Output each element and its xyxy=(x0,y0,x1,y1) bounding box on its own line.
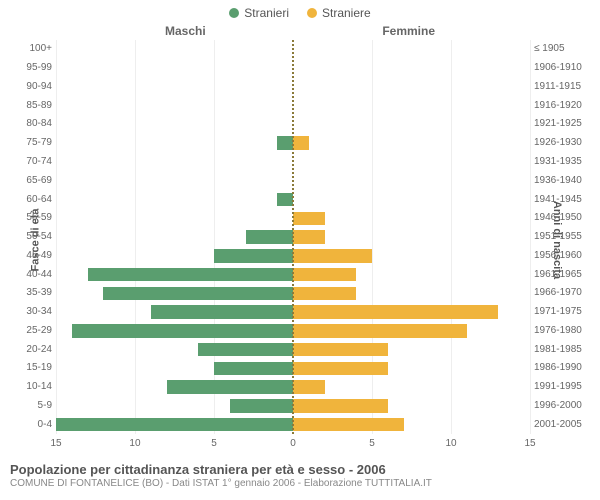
bar-female xyxy=(293,249,372,263)
birth-year-label: 1981-1985 xyxy=(534,345,592,355)
x-tick-label: 15 xyxy=(524,438,535,449)
age-label: 60-64 xyxy=(14,195,52,205)
age-label: 55-59 xyxy=(14,213,52,223)
bar-male xyxy=(151,305,293,319)
birth-year-label: 1926-1930 xyxy=(534,138,592,148)
bar-male xyxy=(246,230,293,244)
age-label: 100+ xyxy=(14,44,52,54)
age-label: 70-74 xyxy=(14,157,52,167)
bar-female xyxy=(293,418,404,432)
bar-male xyxy=(167,380,293,394)
caption-title: Popolazione per cittadinanza straniera p… xyxy=(10,462,590,477)
birth-year-label: 1966-1970 xyxy=(534,288,592,298)
x-tick-label: 5 xyxy=(211,438,217,449)
age-label: 0-4 xyxy=(14,420,52,430)
age-label: 35-39 xyxy=(14,288,52,298)
legend: Stranieri Straniere xyxy=(0,0,600,22)
legend-dot-male-icon xyxy=(229,8,239,18)
bar-female xyxy=(293,136,309,150)
x-tick-label: 10 xyxy=(445,438,456,449)
age-label: 75-79 xyxy=(14,138,52,148)
age-label: 10-14 xyxy=(14,382,52,392)
age-label: 80-84 xyxy=(14,119,52,129)
bar-female xyxy=(293,343,388,357)
birth-year-label: 1911-1915 xyxy=(534,82,592,92)
bar-female xyxy=(293,287,356,301)
bar-male xyxy=(277,193,293,207)
bar-female xyxy=(293,362,388,376)
bar-male xyxy=(56,418,293,432)
birth-year-label: 1906-1910 xyxy=(534,63,592,73)
bar-female xyxy=(293,380,325,394)
age-label: 65-69 xyxy=(14,176,52,186)
birth-year-label: 1921-1925 xyxy=(534,119,592,129)
birth-year-label: 1971-1975 xyxy=(534,307,592,317)
birth-year-label: 1986-1990 xyxy=(534,363,592,373)
x-tick-label: 5 xyxy=(369,438,375,449)
bar-female xyxy=(293,324,467,338)
legend-dot-female-icon xyxy=(307,8,317,18)
bar-male xyxy=(230,399,293,413)
bar-female xyxy=(293,268,356,282)
chart-area: Maschi Femmine Fasce di età Anni di nasc… xyxy=(0,22,600,458)
legend-label-female: Straniere xyxy=(322,6,371,20)
x-tick-label: 15 xyxy=(50,438,61,449)
center-axis-line xyxy=(292,40,294,434)
age-label: 85-89 xyxy=(14,101,52,111)
bar-female xyxy=(293,230,325,244)
caption-subtitle: COMUNE DI FONTANELICE (BO) - Dati ISTAT … xyxy=(10,478,590,489)
birth-year-label: 1951-1955 xyxy=(534,232,592,242)
birth-year-label: 1916-1920 xyxy=(534,101,592,111)
age-label: 15-19 xyxy=(14,363,52,373)
age-label: 95-99 xyxy=(14,63,52,73)
birth-year-label: 1961-1965 xyxy=(534,270,592,280)
age-label: 20-24 xyxy=(14,345,52,355)
x-tick-label: 0 xyxy=(290,438,296,449)
birth-year-label: 1946-1950 xyxy=(534,213,592,223)
birth-year-label: 1936-1940 xyxy=(534,176,592,186)
legend-item-male: Stranieri xyxy=(229,6,289,20)
birth-year-label: ≤ 1905 xyxy=(534,44,592,54)
bar-female xyxy=(293,305,498,319)
age-label: 45-49 xyxy=(14,251,52,261)
birth-year-label: 1956-1960 xyxy=(534,251,592,261)
bar-male xyxy=(103,287,293,301)
plot-area: 100+≤ 190595-991906-191090-941911-191585… xyxy=(56,40,530,434)
legend-item-female: Straniere xyxy=(307,6,371,20)
header-male: Maschi xyxy=(165,24,206,38)
bar-male xyxy=(214,249,293,263)
bar-male xyxy=(72,324,293,338)
bar-female xyxy=(293,212,325,226)
bar-male xyxy=(214,362,293,376)
gridline xyxy=(530,40,531,434)
age-label: 30-34 xyxy=(14,307,52,317)
bar-male xyxy=(198,343,293,357)
legend-label-male: Stranieri xyxy=(244,6,289,20)
x-tick-label: 10 xyxy=(129,438,140,449)
age-label: 50-54 xyxy=(14,232,52,242)
birth-year-label: 2001-2005 xyxy=(534,420,592,430)
age-label: 90-94 xyxy=(14,82,52,92)
bar-male xyxy=(277,136,293,150)
birth-year-label: 1941-1945 xyxy=(534,195,592,205)
age-label: 25-29 xyxy=(14,326,52,336)
birth-year-label: 1991-1995 xyxy=(534,382,592,392)
birth-year-label: 1931-1935 xyxy=(534,157,592,167)
bar-male xyxy=(88,268,293,282)
age-label: 5-9 xyxy=(14,401,52,411)
birth-year-label: 1976-1980 xyxy=(534,326,592,336)
bar-female xyxy=(293,399,388,413)
age-label: 40-44 xyxy=(14,270,52,280)
header-female: Femmine xyxy=(382,24,435,38)
chart-caption: Popolazione per cittadinanza straniera p… xyxy=(0,458,600,489)
birth-year-label: 1996-2000 xyxy=(534,401,592,411)
x-axis: 15105051015 xyxy=(56,438,530,452)
